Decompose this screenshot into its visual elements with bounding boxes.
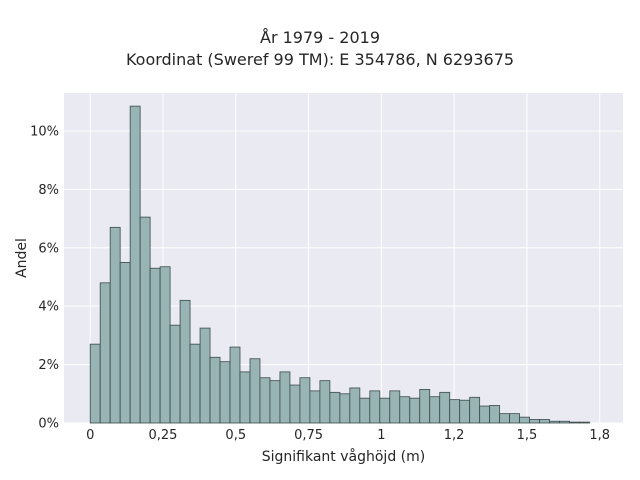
histogram-bar: [549, 420, 560, 424]
y-tick-label: 10%: [30, 124, 59, 139]
histogram-bar: [279, 371, 291, 424]
histogram-bar: [539, 419, 550, 424]
histogram-bar: [159, 266, 171, 424]
histogram-bar: [579, 421, 590, 424]
histogram-bar: [559, 420, 570, 424]
histogram-bar: [489, 405, 501, 424]
histogram-bar: [129, 105, 141, 424]
histogram-bar: [199, 327, 211, 424]
x-tick-label: 0,25: [149, 428, 178, 443]
histogram-bar: [219, 361, 231, 424]
histogram-bar: [339, 393, 351, 424]
histogram-bar: [319, 380, 331, 424]
histogram-bar: [299, 377, 311, 424]
histogram-bar: [289, 384, 301, 424]
x-tick-label: 0,5: [225, 428, 246, 443]
histogram-bar: [359, 397, 371, 424]
y-tick-label: 0%: [38, 417, 59, 432]
histogram-bar: [399, 396, 411, 424]
histogram-bar: [99, 282, 111, 424]
histogram-bar: [269, 380, 281, 424]
histogram-bar: [379, 397, 391, 424]
histogram-bar: [189, 343, 201, 424]
histogram-bar: [209, 356, 221, 424]
y-tick-label: 4%: [38, 300, 59, 315]
histogram-bar: [139, 216, 151, 424]
y-tick-label: 6%: [38, 241, 59, 256]
histogram-bar: [149, 267, 161, 424]
histogram-bar: [389, 390, 401, 424]
bars: [89, 105, 590, 424]
histogram-bar: [249, 358, 261, 424]
histogram-bar: [109, 226, 121, 424]
histogram-bar: [469, 396, 481, 424]
x-tick-label: 1: [377, 428, 385, 443]
histogram-bar: [349, 387, 361, 424]
histogram-bar: [479, 405, 491, 424]
histogram-bar: [369, 390, 381, 424]
chart-title-line-2: Koordinat (Sweref 99 TM): E 354786, N 62…: [125, 50, 515, 69]
y-tick-label: 2%: [38, 358, 59, 373]
histogram-bar: [169, 324, 181, 424]
histogram-bar: [229, 346, 241, 424]
histogram-bar: [569, 421, 580, 424]
x-tick-label: 0,75: [294, 428, 323, 443]
histogram-bar: [409, 397, 421, 424]
x-tick-labels: 0 0,25 0,5 0,75 1 1,2 1,5 1,8: [86, 428, 610, 443]
histogram-bar: [519, 416, 531, 424]
x-tick-label: 0: [86, 428, 94, 443]
histogram-bar: [429, 396, 441, 424]
histogram-bar: [259, 377, 271, 424]
chart-title-line-1: År 1979 - 2019: [260, 28, 380, 47]
histogram-bar: [449, 399, 461, 424]
histogram-bar: [179, 299, 191, 424]
histogram-bar: [499, 413, 511, 424]
histogram-bar: [439, 391, 451, 424]
histogram-bar: [89, 343, 101, 424]
x-tick-label: 1,2: [444, 428, 465, 443]
x-tick-label: 1,8: [589, 428, 610, 443]
y-axis-label: Andel: [14, 238, 30, 278]
histogram-bar: [509, 413, 521, 424]
x-axis-label: Signifikant våghöjd (m): [262, 448, 425, 465]
histogram-bar: [459, 399, 471, 424]
y-tick-label: 8%: [38, 183, 59, 198]
histogram-bar: [329, 391, 341, 424]
histogram-bar: [529, 419, 540, 424]
histogram-bar: [239, 371, 251, 424]
histogram-bar: [119, 261, 131, 424]
y-tick-labels: 0% 2% 4% 6% 8% 10%: [30, 124, 59, 431]
histogram-bar: [309, 390, 321, 424]
histogram-bar: [419, 389, 431, 424]
x-tick-label: 1,5: [517, 428, 538, 443]
